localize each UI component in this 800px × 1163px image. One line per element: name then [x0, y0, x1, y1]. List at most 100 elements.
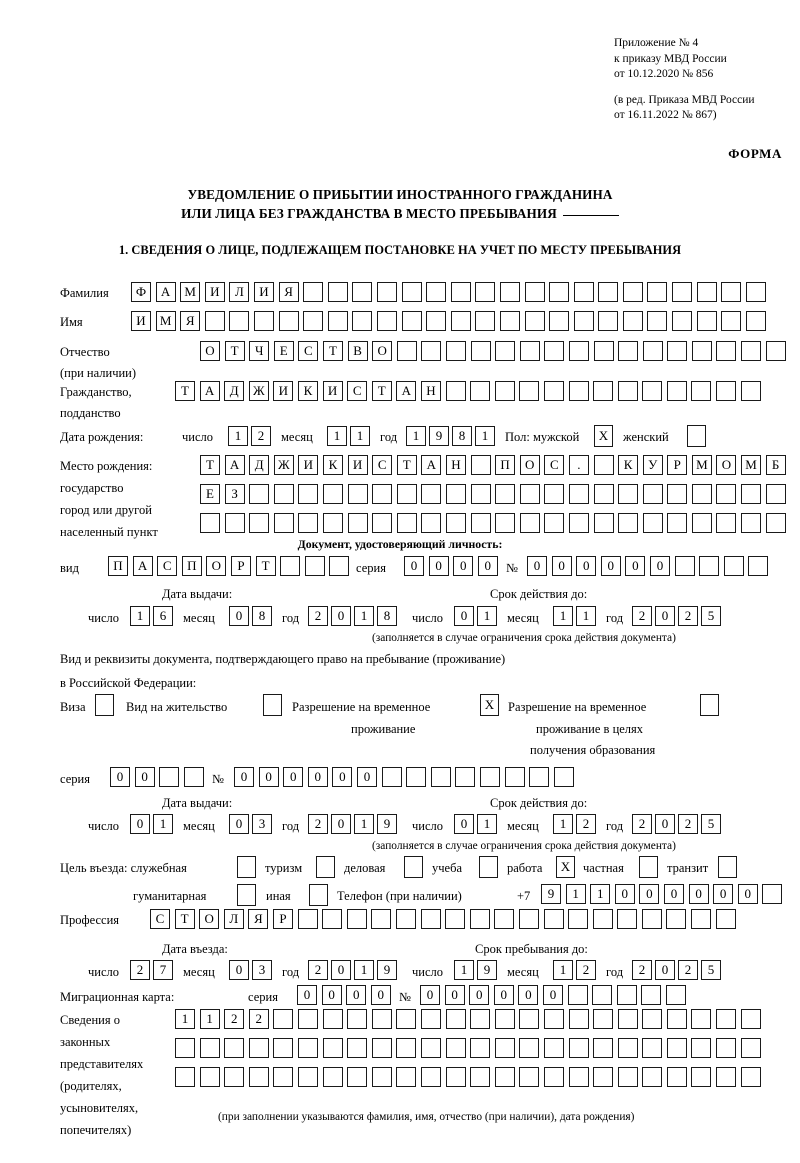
char-cell[interactable]	[617, 1038, 638, 1058]
char-cell[interactable]	[470, 1038, 491, 1058]
char-cell[interactable]	[347, 484, 368, 504]
char-cell[interactable]	[617, 1009, 638, 1029]
char-cell[interactable]: 1	[590, 884, 611, 904]
char-cell[interactable]: М	[691, 455, 712, 475]
char-cell[interactable]: Ж	[248, 381, 269, 401]
char-cell[interactable]	[475, 311, 496, 331]
char-cell[interactable]: 0	[331, 960, 351, 980]
char-cell[interactable]: Т	[396, 455, 417, 475]
char-cell[interactable]	[568, 1009, 589, 1029]
char-cell[interactable]	[426, 282, 447, 302]
char-cell[interactable]	[273, 513, 294, 533]
char-cell[interactable]: 2	[678, 814, 698, 834]
char-cell[interactable]	[297, 1038, 318, 1058]
char-cell[interactable]	[303, 311, 324, 331]
char-cell[interactable]	[691, 1038, 712, 1058]
char-cell[interactable]: Н	[445, 455, 466, 475]
char-cell[interactable]	[421, 513, 442, 533]
char-cell[interactable]: 0	[649, 556, 670, 576]
char-cell[interactable]: 0	[639, 884, 660, 904]
birth-place-row-3[interactable]	[200, 513, 786, 533]
char-cell[interactable]: .	[568, 455, 589, 475]
char-cell[interactable]	[401, 311, 422, 331]
char-cell[interactable]	[740, 1067, 761, 1087]
char-cell[interactable]	[544, 484, 565, 504]
char-cell[interactable]: 0	[356, 767, 377, 787]
char-cell[interactable]	[593, 1038, 614, 1058]
char-cell[interactable]	[723, 556, 744, 576]
purpose-humanitarian-checkbox[interactable]	[237, 884, 256, 906]
char-cell[interactable]	[641, 985, 662, 1005]
char-cell[interactable]	[617, 1067, 638, 1087]
char-cell[interactable]: 2	[308, 960, 328, 980]
char-cell[interactable]: И	[131, 311, 151, 331]
char-cell[interactable]	[573, 282, 594, 302]
char-cell[interactable]	[175, 1038, 195, 1058]
char-cell[interactable]	[396, 1067, 417, 1087]
char-cell[interactable]: 1	[130, 606, 150, 626]
purpose-business-checkbox[interactable]	[404, 856, 423, 878]
char-cell[interactable]: 0	[134, 767, 155, 787]
char-cell[interactable]	[642, 484, 663, 504]
char-cell[interactable]	[543, 1009, 564, 1029]
char-cell[interactable]: Т	[174, 909, 195, 929]
char-cell[interactable]: 0	[229, 814, 249, 834]
char-cell[interactable]: П	[108, 556, 128, 576]
char-cell[interactable]	[666, 909, 687, 929]
char-cell[interactable]	[691, 381, 712, 401]
char-cell[interactable]: 7	[153, 960, 173, 980]
char-cell[interactable]	[674, 556, 695, 576]
char-cell[interactable]: Я	[180, 311, 201, 331]
char-cell[interactable]: З	[224, 484, 245, 504]
char-cell[interactable]	[741, 341, 762, 361]
char-cell[interactable]	[494, 1067, 515, 1087]
char-cell[interactable]: 0	[454, 814, 474, 834]
char-cell[interactable]: 2	[678, 960, 698, 980]
char-cell[interactable]: 0	[655, 606, 675, 626]
char-cell[interactable]: 0	[234, 767, 254, 787]
char-cell[interactable]: 0	[655, 814, 675, 834]
char-cell[interactable]	[470, 513, 491, 533]
char-cell[interactable]	[529, 767, 550, 787]
char-cell[interactable]	[494, 909, 515, 929]
char-cell[interactable]: 2	[130, 960, 150, 980]
char-cell[interactable]	[445, 484, 466, 504]
char-cell[interactable]	[765, 513, 786, 533]
char-cell[interactable]: 9	[541, 884, 561, 904]
char-cell[interactable]: 0	[663, 884, 684, 904]
char-cell[interactable]: 2	[632, 606, 652, 626]
legal-rep-row-2[interactable]	[175, 1038, 761, 1058]
char-cell[interactable]: 1	[553, 814, 573, 834]
char-cell[interactable]	[495, 513, 516, 533]
char-cell[interactable]	[592, 985, 613, 1005]
char-cell[interactable]: 0	[454, 606, 474, 626]
char-cell[interactable]: 1	[153, 814, 173, 834]
char-cell[interactable]	[519, 513, 540, 533]
char-cell[interactable]	[224, 1038, 245, 1058]
char-cell[interactable]	[672, 311, 693, 331]
char-cell[interactable]	[278, 311, 299, 331]
char-cell[interactable]	[395, 909, 416, 929]
char-cell[interactable]	[543, 1038, 564, 1058]
char-cell[interactable]	[494, 1009, 515, 1029]
char-cell[interactable]	[327, 311, 348, 331]
char-cell[interactable]	[748, 556, 769, 576]
char-cell[interactable]	[519, 484, 540, 504]
char-cell[interactable]: О	[200, 341, 220, 361]
char-cell[interactable]: М	[155, 311, 176, 331]
char-cell[interactable]	[371, 1038, 392, 1058]
char-cell[interactable]	[450, 282, 471, 302]
char-cell[interactable]: 8	[252, 606, 272, 626]
char-cell[interactable]: 0	[283, 767, 304, 787]
char-cell[interactable]: 1	[565, 884, 586, 904]
char-cell[interactable]: И	[273, 381, 294, 401]
char-cell[interactable]	[573, 311, 594, 331]
